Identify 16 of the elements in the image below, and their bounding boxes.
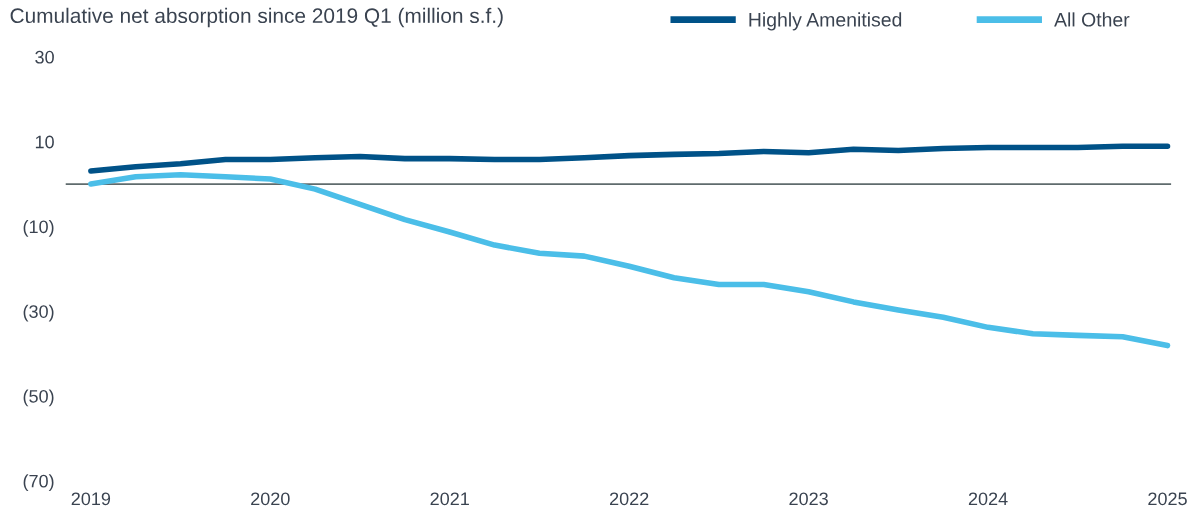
- legend-label: All Other: [1054, 12, 1130, 27]
- x-tick-label: 2025: [1148, 492, 1187, 506]
- x-tick-label: 2021: [430, 492, 469, 506]
- chart-subtitle: Cumulative net absorption since 2019 Q1 (million s.f.): [10, 7, 503, 28]
- x-tick-label: 2022: [610, 492, 649, 506]
- legend-label: Highly Amenitised: [749, 12, 902, 31]
- y-tick-label: 10: [35, 135, 54, 149]
- y-tick-label: (50): [23, 389, 54, 407]
- x-tick-label: 2023: [789, 492, 828, 506]
- y-tick-label: 30: [35, 50, 54, 64]
- y-tick-label: (30): [23, 304, 54, 322]
- y-tick-label: (70): [23, 474, 54, 492]
- x-tick-label: 2019: [71, 492, 111, 506]
- y-tick-label: (10): [23, 219, 54, 237]
- x-tick-label: 2020: [251, 492, 290, 506]
- x-tick-label: 2024: [968, 492, 1008, 506]
